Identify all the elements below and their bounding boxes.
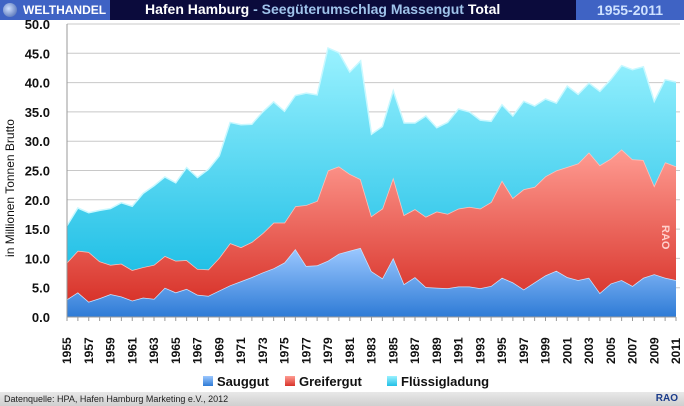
legend-swatch	[387, 376, 397, 386]
x-tick-label: 1997	[517, 337, 531, 364]
brand-label: WELTHANDEL	[23, 3, 107, 17]
legend-label: Sauggut	[217, 374, 270, 389]
x-tick-label: 1963	[147, 337, 161, 364]
legend-label: Flüssigladung	[401, 374, 489, 389]
y-tick-label: 40.0	[25, 76, 50, 91]
x-tick-label: 2011	[669, 338, 683, 364]
x-tick-label: 1987	[408, 337, 422, 364]
y-tick-label: 35.0	[25, 105, 50, 120]
x-tick-label: 1981	[343, 337, 357, 364]
legend-swatch	[285, 376, 295, 386]
area-edge-flüssigladung	[66, 46, 677, 226]
title-bar: WELTHANDEL Hafen Hamburg - Seegüterumsch…	[0, 0, 684, 20]
y-tick-label: 45.0	[25, 46, 50, 61]
stacked-area-chart: 0.0 5.0 10.0 15.0 20.0 25.0 30.0 35.0 40.0 45.0 50…	[3, 20, 683, 389]
title-sub: - Seegüterumschlag Massengut	[249, 1, 468, 17]
x-tick-label: 2005	[604, 337, 618, 364]
x-tick-label: 2001	[560, 337, 574, 364]
globe-icon	[3, 3, 17, 17]
x-tick-label: 1967	[191, 337, 205, 364]
x-tick-label: 1985	[386, 337, 400, 364]
footer-brand: RAO	[655, 393, 678, 404]
x-tick-label: 1999	[539, 337, 553, 364]
area-sauggut	[67, 247, 676, 317]
y-axis-title: in Millionen Tonnen Brutto	[3, 119, 17, 257]
x-tick-label: 1973	[256, 337, 270, 364]
y-tick-label: 20.0	[25, 193, 50, 208]
x-tick-label: 1989	[430, 337, 444, 364]
x-tick-label: 2009	[647, 337, 661, 364]
y-tick-label: 50.0	[25, 20, 50, 32]
x-tick-label: 1969	[212, 337, 226, 364]
x-tick-label: 1979	[321, 337, 335, 364]
area-flüssigladung	[67, 48, 676, 271]
legend-label: Greifergut	[299, 374, 363, 389]
x-tick-label: 1977	[299, 337, 313, 364]
y-tick-label: 25.0	[25, 164, 50, 179]
title-total: Total	[467, 1, 501, 17]
x-tick-label: 2003	[582, 337, 596, 364]
x-tick-label: 1959	[104, 337, 118, 364]
y-tick-label: 15.0	[25, 222, 50, 237]
x-tick-label: 1971	[234, 337, 248, 364]
year-range: 1955-2011	[576, 0, 684, 20]
x-tick-label: 2007	[626, 337, 640, 364]
x-tick-label: 1993	[473, 337, 487, 364]
y-tick-label: 30.0	[25, 134, 50, 149]
chart-title: Hafen Hamburg - Seegüterumschlag Masseng…	[145, 1, 500, 17]
area-greifergut	[67, 149, 676, 302]
y-tick-label: 5.0	[32, 281, 50, 296]
rao-watermark: RAO	[659, 225, 671, 250]
y-tick-label: 10.0	[25, 251, 50, 266]
y-tick-label: 0.0	[32, 310, 50, 325]
brand-box: WELTHANDEL	[0, 0, 110, 20]
x-tick-label: 1975	[278, 337, 292, 364]
x-tick-label: 1955	[60, 337, 74, 364]
footer: Datenquelle: HPA, Hafen Hamburg Marketin…	[0, 392, 684, 406]
data-source: Datenquelle: HPA, Hafen Hamburg Marketin…	[4, 394, 229, 404]
x-tick-label: 1961	[125, 337, 139, 364]
x-tick-label: 1965	[169, 337, 183, 364]
x-tick-label: 1991	[452, 337, 466, 364]
legend: Sauggut Greifergut Flüssigladung	[203, 374, 489, 389]
x-tick-label: 1957	[82, 337, 96, 364]
x-tick-label: 1983	[365, 337, 379, 364]
x-tick-label: 1995	[495, 337, 509, 364]
legend-swatch	[203, 376, 213, 386]
title-main: Hafen Hamburg	[145, 1, 250, 17]
